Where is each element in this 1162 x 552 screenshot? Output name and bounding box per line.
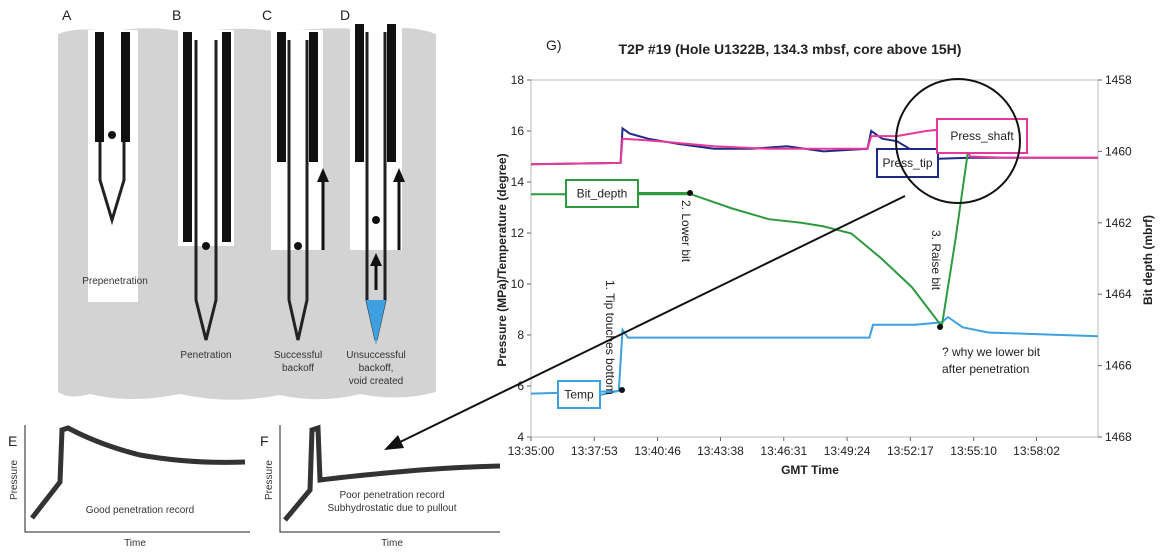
penetration-diagrams: A B C D Prepenetration Penetration Succe… bbox=[58, 7, 436, 400]
axes bbox=[24, 425, 250, 533]
legend-box bbox=[565, 179, 639, 208]
x-tick-label: 13:46:31 bbox=[760, 444, 807, 458]
y-axis-label: Pressure (MPa)/Temperature (degree) bbox=[495, 153, 509, 366]
legend-label: Press_shaft bbox=[950, 129, 1014, 143]
sensor bbox=[294, 242, 302, 250]
x-tick-label: 13:49:24 bbox=[824, 444, 871, 458]
caption: Poor penetration record bbox=[339, 490, 444, 501]
caption: void created bbox=[349, 376, 403, 387]
caption: Penetration bbox=[180, 350, 231, 361]
tool bbox=[183, 32, 192, 242]
sediment bbox=[58, 27, 436, 400]
sketch-curve bbox=[30, 425, 246, 520]
y2-tick-label: 1464 bbox=[1105, 287, 1132, 301]
annotation: ? why we lower bit bbox=[942, 345, 1041, 359]
panel-label: C bbox=[262, 7, 272, 23]
tool bbox=[95, 32, 104, 142]
panel-label: B bbox=[172, 7, 181, 23]
arrow-head bbox=[393, 168, 405, 182]
y2-tick-label: 1460 bbox=[1105, 144, 1132, 158]
caption: backoff, bbox=[359, 363, 394, 374]
sensor bbox=[202, 242, 210, 250]
y2-tick-label: 1466 bbox=[1105, 359, 1132, 373]
caption: Good penetration record bbox=[86, 505, 194, 516]
panel-label: D bbox=[340, 7, 350, 23]
y-tick-label: 6 bbox=[517, 379, 524, 393]
panel-label: G) bbox=[546, 37, 562, 53]
x-tick-label: 13:43:38 bbox=[697, 444, 744, 458]
event-dot bbox=[619, 387, 625, 393]
caption: Prepenetration bbox=[82, 276, 148, 287]
panel-label: F bbox=[260, 433, 269, 449]
caption: Successful bbox=[274, 350, 322, 361]
probe bbox=[98, 142, 126, 226]
tool bbox=[309, 32, 318, 162]
y2-tick-label: 1468 bbox=[1105, 430, 1132, 444]
annotation: 2. Lower bit bbox=[679, 200, 693, 263]
sensor bbox=[372, 216, 380, 224]
x-tick-label: 13:52:17 bbox=[887, 444, 934, 458]
x-tick-label: 13:58:02 bbox=[1013, 444, 1060, 458]
annotation: 3. Raise bit bbox=[929, 230, 943, 291]
x-tick-label: 13:35:00 bbox=[508, 444, 555, 458]
pointer-arrow bbox=[397, 195, 906, 444]
y-tick-label: 16 bbox=[511, 124, 525, 138]
legend-box bbox=[876, 148, 939, 178]
tool bbox=[387, 24, 396, 162]
arrow-head bbox=[317, 168, 329, 182]
highlight-circle bbox=[895, 78, 1021, 204]
panel-label: E bbox=[8, 433, 17, 449]
legend-leader bbox=[599, 389, 623, 396]
chart: G) T2P #19 (Hole U1322B, 134.3 mbsf, cor… bbox=[495, 37, 1155, 477]
x-tick-label: 13:40:46 bbox=[634, 444, 681, 458]
tool bbox=[355, 24, 364, 162]
y-tick-label: 10 bbox=[511, 277, 525, 291]
x-label: Time bbox=[381, 538, 403, 549]
y-tick-label: 8 bbox=[517, 328, 524, 342]
legend-box bbox=[936, 118, 1028, 154]
chart-title: T2P #19 (Hole U1322B, 134.3 mbsf, core a… bbox=[619, 41, 962, 57]
void bbox=[366, 300, 386, 345]
panel-label: A bbox=[62, 7, 72, 23]
tool bbox=[222, 32, 231, 242]
y2-axis-label: Bit depth (mbrf) bbox=[1141, 215, 1155, 305]
event-dot bbox=[937, 324, 943, 330]
caption: backoff bbox=[282, 363, 314, 374]
legend-label: Temp bbox=[564, 388, 594, 402]
y-label: Pressure bbox=[264, 460, 275, 500]
legend-label: Bit_depth bbox=[577, 187, 628, 201]
y-tick-label: 4 bbox=[517, 430, 524, 444]
y2-tick-label: 1462 bbox=[1105, 216, 1132, 230]
sensor bbox=[108, 131, 116, 139]
event-dot bbox=[687, 190, 693, 196]
caption: Unsuccessful bbox=[346, 350, 405, 361]
axes bbox=[279, 425, 500, 533]
legend-label: Press_tip bbox=[882, 156, 932, 170]
legend-box bbox=[557, 380, 601, 409]
x-tick-label: 13:37:53 bbox=[571, 444, 618, 458]
annotation: after penetration bbox=[942, 362, 1029, 376]
arrow-head bbox=[370, 253, 382, 266]
sketch-curve bbox=[283, 424, 501, 522]
plot-frame bbox=[530, 79, 1099, 438]
probe bbox=[194, 40, 218, 341]
pointer-arrow-head bbox=[384, 435, 404, 450]
x-label: Time bbox=[124, 538, 146, 549]
x-tick-label: 13:55:10 bbox=[950, 444, 997, 458]
tool bbox=[121, 32, 130, 142]
probe bbox=[287, 40, 309, 341]
y-tick-label: 12 bbox=[511, 226, 525, 240]
annotation: 1. Tip touches bottom bbox=[603, 280, 617, 395]
caption: Subhydrostatic due to pullout bbox=[328, 503, 457, 514]
tool bbox=[277, 32, 286, 162]
y2-tick-label: 1458 bbox=[1105, 73, 1132, 87]
series-line bbox=[530, 315, 1099, 395]
y-tick-label: 14 bbox=[511, 175, 525, 189]
y-tick-label: 18 bbox=[511, 73, 525, 87]
y-label: Pressure bbox=[9, 460, 20, 500]
pressure-sketches: E Pressure Time Good penetration record … bbox=[8, 424, 501, 549]
x-axis-label: GMT Time bbox=[781, 463, 839, 477]
